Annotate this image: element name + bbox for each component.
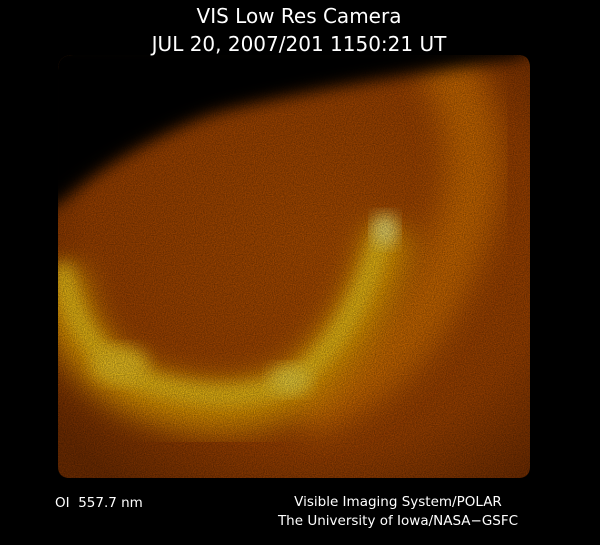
wavelength: OI 557.7 nm	[55, 495, 143, 511]
institution-credit: The University of Iowa/NASA−GSFC	[277, 513, 518, 529]
system-credit: Visible Imaging System/POLAR	[294, 494, 502, 510]
timestamp: JUL 20, 2007/201 1150:21 UT	[150, 32, 447, 56]
camera-frame	[58, 55, 530, 478]
image-title: VIS Low Res Camera	[197, 4, 402, 28]
